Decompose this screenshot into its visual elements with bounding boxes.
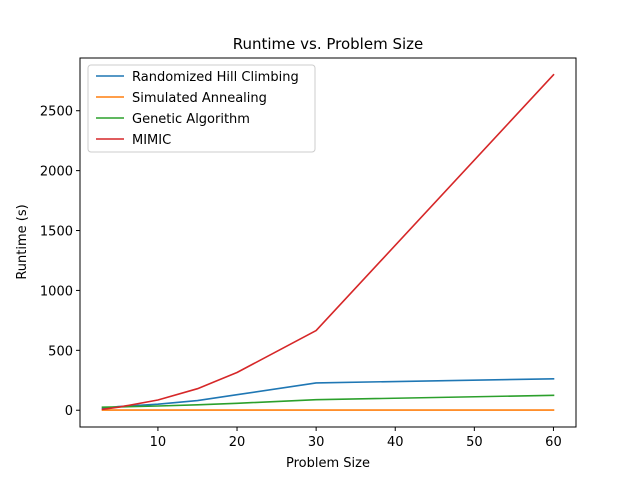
chart-title: Runtime vs. Problem Size xyxy=(233,35,424,53)
legend-label-mimic: MIMIC xyxy=(132,133,171,148)
y-tick-label: 2000 xyxy=(40,165,73,180)
legend-label-simulated-annealing: Simulated Annealing xyxy=(132,91,267,106)
y-tick-label: 2500 xyxy=(40,105,73,120)
legend-label-randomized-hill-climbing: Randomized Hill Climbing xyxy=(132,70,299,85)
x-tick-label: 60 xyxy=(545,435,562,450)
y-axis-title: Runtime (s) xyxy=(15,204,30,279)
x-axis-title: Problem Size xyxy=(286,456,370,471)
x-tick-label: 50 xyxy=(466,435,483,450)
y-tick-label: 1000 xyxy=(40,284,73,299)
x-tick-label: 20 xyxy=(229,435,246,450)
legend: Randomized Hill Climbing Simulated Anneal… xyxy=(88,65,315,152)
y-tick-label: 0 xyxy=(65,404,73,419)
x-tick-label: 30 xyxy=(308,435,325,450)
y-tick-label: 500 xyxy=(48,344,73,359)
x-tick-label: 10 xyxy=(150,435,167,450)
x-tick-label: 40 xyxy=(387,435,404,450)
legend-label-genetic-algorithm: Genetic Algorithm xyxy=(132,112,250,127)
y-tick-label: 1500 xyxy=(40,225,73,240)
